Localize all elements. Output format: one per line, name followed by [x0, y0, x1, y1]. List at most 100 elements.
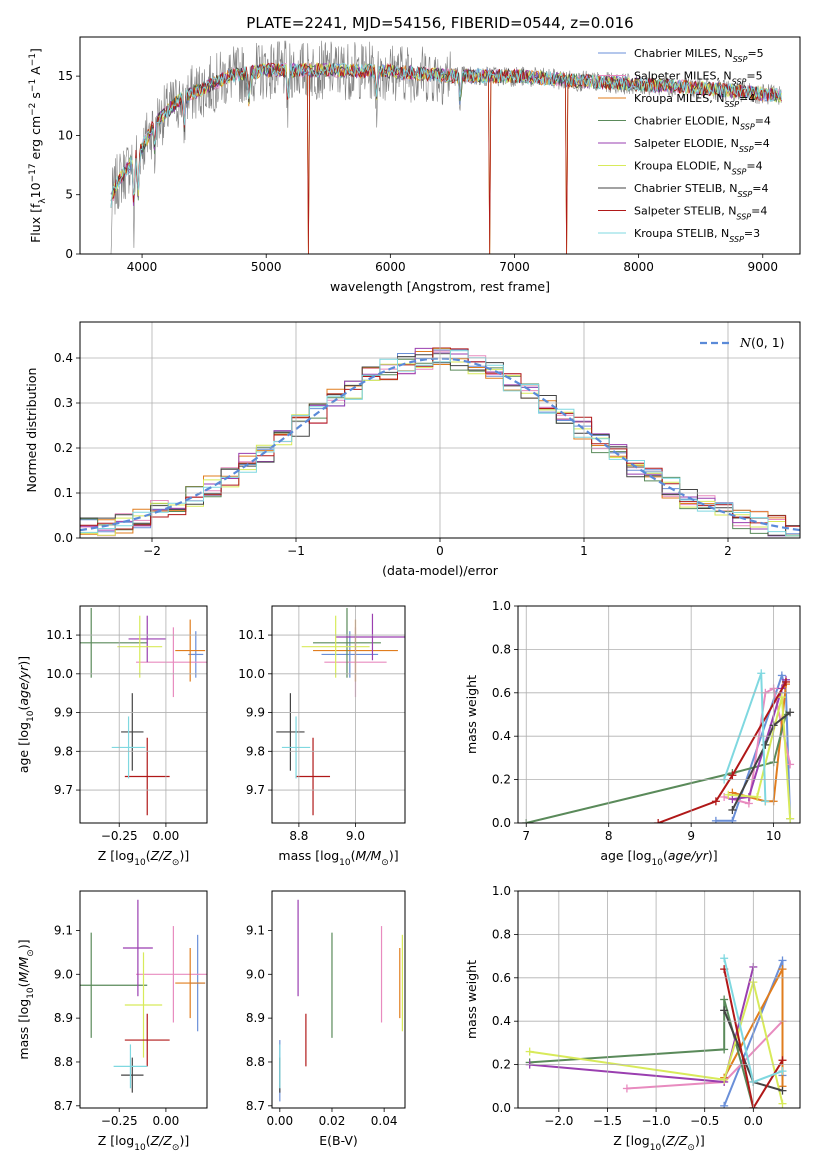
- y-tick-label: 9.8: [54, 744, 73, 758]
- y-tick-label: 1.0: [492, 599, 511, 613]
- y-tick-label: 9.9: [54, 706, 73, 720]
- y-tick-label: 0.1: [54, 486, 73, 500]
- errorbar-point: [175, 947, 206, 1019]
- x-tick-label: 0.0: [744, 1114, 763, 1128]
- x-tick-label: 0: [436, 544, 444, 558]
- y-tick-label: 0.2: [492, 773, 511, 787]
- legend: Chabrier MILES, NSSP=5 Salpeter MILES, NS…: [598, 47, 771, 244]
- marker: [720, 1101, 729, 1108]
- x-axis-label: (data-model)/error: [382, 563, 499, 578]
- marker: [778, 965, 787, 974]
- errorbar-point: [121, 1057, 144, 1093]
- age-vs-mass-panel: 8.8 9.0 9.7 9.8 9.9 10.0 10.1 mass [log10(M/M⊙)…: [238, 605, 406, 868]
- x-tick-label: 0.04: [371, 1114, 398, 1128]
- x-tick-label: 10: [766, 829, 781, 843]
- mass-weight-series: [728, 696, 792, 819]
- legend-entry: Salpeter MILES, NSSP=5: [634, 70, 763, 87]
- marker: [654, 819, 663, 823]
- y-tick-label: 0.6: [492, 971, 511, 985]
- y-tick-label: 0.0: [54, 531, 73, 545]
- y-axis-label: mass weight: [464, 960, 479, 1039]
- y-tick-label: 9.7: [246, 783, 265, 797]
- errorbar-point: [124, 952, 163, 1058]
- marker: [728, 795, 737, 804]
- age-vs-Z-panel: −0.25 0.00 9.7 9.8 9.9 10.0 10.1 Z [log10(Z/Z⊙)…: [16, 605, 208, 868]
- x-tick-label: −0.25: [101, 829, 138, 843]
- y-tick-label: 5: [65, 188, 73, 202]
- x-tick-label: −0.5: [690, 1114, 719, 1128]
- mass-weight-series: [525, 714, 787, 823]
- massweight-vs-age-panel: 7 8 9 10 0.0 0.2 0.4 0.6 0.8 1.0 age [log10(age/yr…: [464, 599, 801, 868]
- y-tick-label: 9.0: [54, 967, 73, 981]
- y-tick-label: 0.6: [492, 686, 511, 700]
- x-tick-label: 5000: [251, 260, 282, 274]
- residual-histogram: [80, 349, 800, 537]
- errorbar-point: [124, 737, 170, 816]
- y-tick-label: 10: [58, 128, 73, 142]
- marker: [728, 771, 737, 780]
- errorbar-point: [80, 607, 148, 678]
- plot-area: [110, 40, 782, 254]
- axes-frame: [517, 605, 801, 824]
- marker: [711, 816, 720, 823]
- axes-frame: [517, 890, 801, 1109]
- y-axis-label: mass [log10(M/M⊙)]: [16, 939, 36, 1059]
- y-tick-label: 10.1: [46, 628, 73, 642]
- mass-vs-EBV-panel: 0.00 0.02 0.04 8.7 8.8 8.9 9.0 9.1 E(B-V): [246, 890, 406, 1148]
- x-tick-label: 1: [580, 544, 588, 558]
- marker: [781, 677, 790, 686]
- y-tick-label: 0.4: [492, 729, 511, 743]
- x-tick-label: 0.00: [153, 829, 180, 843]
- legend: N(0, 1): [700, 335, 785, 350]
- marker: [724, 790, 733, 799]
- y-tick-label: 10.0: [46, 667, 73, 681]
- errorbar-point: [121, 693, 144, 771]
- marker: [761, 797, 770, 806]
- marker: [720, 792, 729, 801]
- marker: [711, 797, 720, 806]
- x-tick-label: 0.00: [153, 1114, 180, 1128]
- axes-frame: [79, 890, 208, 1109]
- plot-area: [80, 347, 800, 537]
- y-tick-label: 10.0: [238, 667, 265, 681]
- x-tick-label: 4000: [127, 260, 158, 274]
- x-axis-label: Z [log10(Z/Z⊙)]: [98, 1133, 189, 1153]
- y-tick-label: 0: [65, 247, 73, 261]
- y-tick-label: 8.9: [246, 1011, 265, 1025]
- marker: [728, 816, 737, 823]
- x-tick-label: 7: [522, 829, 530, 843]
- y-tick-label: 0.8: [492, 927, 511, 941]
- marker: [778, 1099, 787, 1108]
- errorbar-point: [313, 607, 381, 678]
- marker: [786, 814, 795, 823]
- residual-histogram: [80, 347, 800, 537]
- y-tick-label: 8.8: [246, 1055, 265, 1069]
- y-tick-label: 9.7: [54, 783, 73, 797]
- marker: [720, 954, 729, 963]
- plot-area: [80, 899, 207, 1093]
- axes-frame: [271, 605, 406, 824]
- x-tick-label: 6000: [375, 260, 406, 274]
- legend-entry: Kroupa MILES, NSSP=4: [634, 92, 755, 109]
- x-tick-label: 8: [605, 829, 613, 843]
- y-tick-label: 8.7: [54, 1099, 73, 1113]
- plot-area: [276, 607, 405, 816]
- y-axis-label: age [log10(age/yr)]: [16, 656, 36, 773]
- y-tick-label: 0.3: [54, 396, 73, 410]
- legend-entry: Chabrier ELODIE, NSSP=4: [634, 115, 771, 132]
- mass-weight-series: [529, 978, 784, 1104]
- x-tick-label: 7000: [499, 260, 530, 274]
- y-tick-label: 15: [58, 69, 73, 83]
- figure-title: PLATE=2241, MJD=54156, FIBERID=0544, z=0…: [246, 14, 633, 32]
- mass-weight-series: [731, 711, 791, 811]
- x-axis-label: E(B-V): [319, 1133, 358, 1148]
- legend-entry: Salpeter ELODIE, NSSP=4: [634, 137, 770, 154]
- x-tick-label: 9000: [747, 260, 778, 274]
- errorbar-point: [188, 631, 204, 678]
- marker: [728, 805, 737, 814]
- x-axis-label: Z [log10(Z/Z⊙)]: [613, 1133, 704, 1153]
- legend-entry: N(0, 1): [739, 335, 785, 350]
- x-tick-label: −2.0: [544, 1114, 573, 1128]
- y-tick-label: 9.0: [246, 967, 265, 981]
